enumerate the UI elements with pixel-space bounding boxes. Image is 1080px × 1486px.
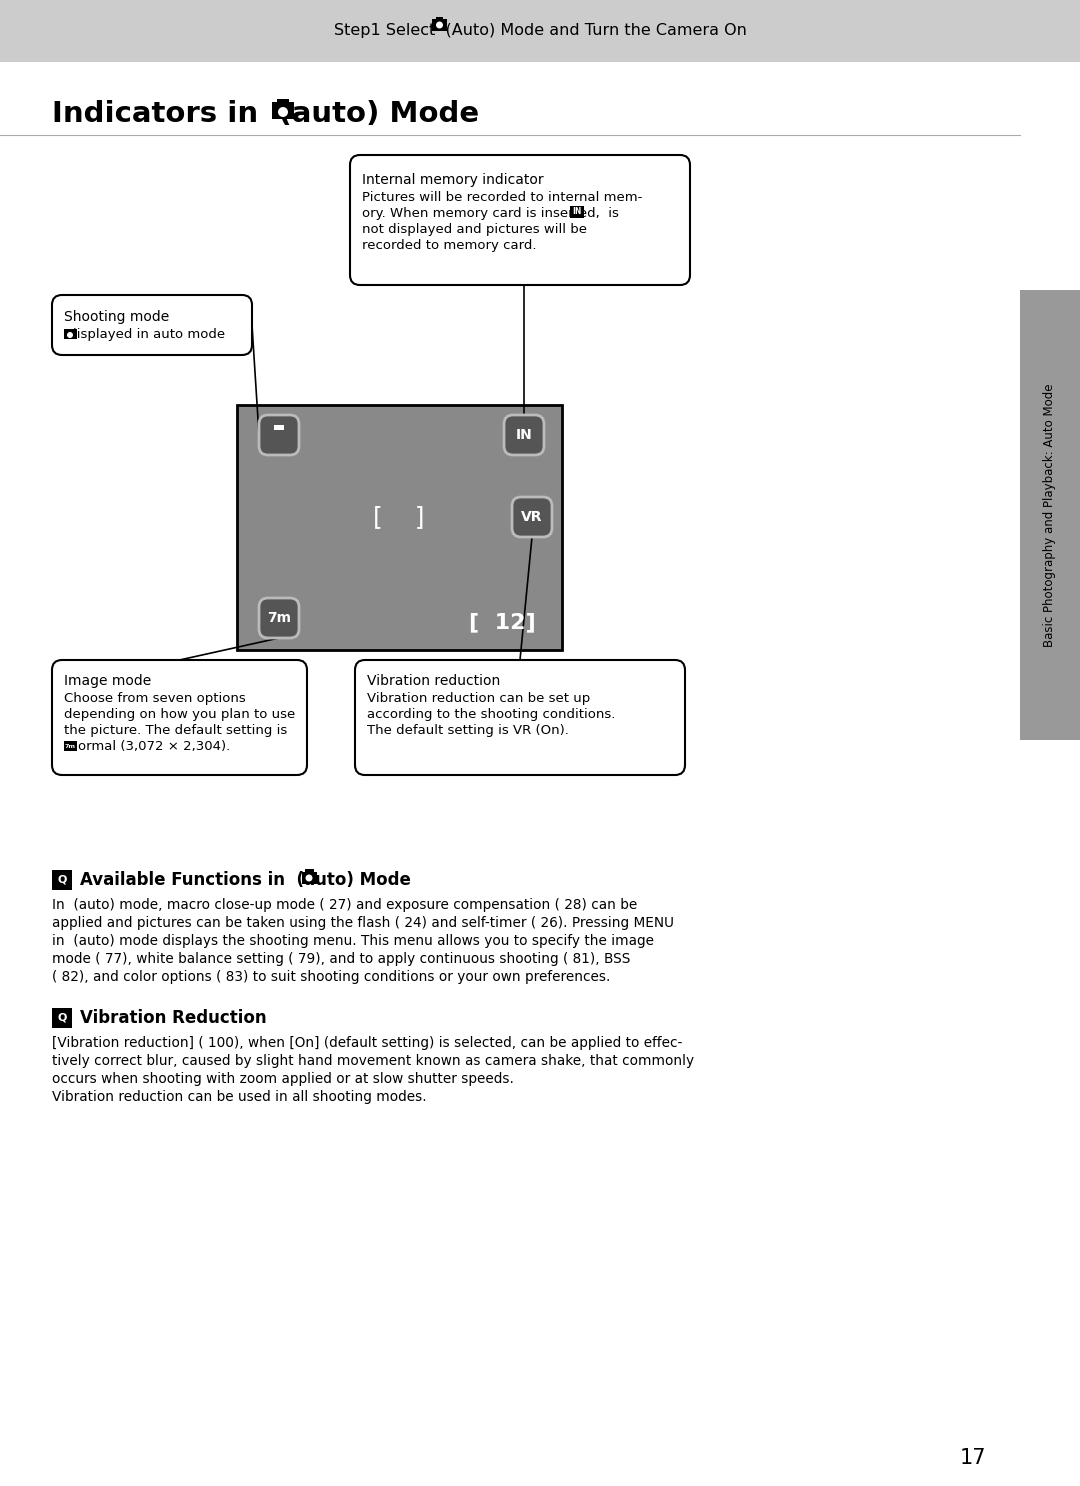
Bar <box>1020 290 1080 740</box>
Text: recorded to memory card.: recorded to memory card. <box>362 239 537 253</box>
Text: Indicators in  (auto) Mode: Indicators in (auto) Mode <box>52 100 480 128</box>
Text: IN: IN <box>515 428 532 441</box>
Bar <box>237 406 562 649</box>
Text: Vibration reduction can be used in all shooting modes.: Vibration reduction can be used in all s… <box>52 1091 427 1104</box>
Circle shape <box>306 874 312 881</box>
Text: mode ( 77), white balance setting ( 79), and to apply continuous shooting ( 81),: mode ( 77), white balance setting ( 79),… <box>52 953 631 966</box>
Text: Basic Photography and Playback: Auto Mode: Basic Photography and Playback: Auto Mod… <box>1043 383 1056 646</box>
Circle shape <box>274 431 284 441</box>
Text: Choose from seven options: Choose from seven options <box>64 692 246 704</box>
Bar <box>570 207 584 218</box>
Bar <box>52 869 72 890</box>
Text: 7m: 7m <box>267 611 291 626</box>
Bar <box>237 406 562 649</box>
Text: Vibration reduction: Vibration reduction <box>367 675 500 688</box>
FancyBboxPatch shape <box>504 415 544 455</box>
Circle shape <box>67 331 73 337</box>
FancyBboxPatch shape <box>259 597 299 637</box>
Bar <box>64 742 77 750</box>
Bar <box>64 328 77 339</box>
Text: VR: VR <box>522 510 543 525</box>
FancyBboxPatch shape <box>52 660 307 776</box>
Bar <box>272 103 294 119</box>
Text: Q: Q <box>57 875 67 886</box>
Text: occurs when shooting with zoom applied or at slow shutter speeds.: occurs when shooting with zoom applied o… <box>52 1071 514 1086</box>
FancyBboxPatch shape <box>259 415 299 455</box>
Circle shape <box>436 21 443 28</box>
Bar <box>267 428 291 444</box>
Text: Image mode: Image mode <box>64 675 151 688</box>
Text: [  12]: [ 12] <box>469 612 536 632</box>
Bar <box>52 1008 72 1028</box>
Text: Vibration reduction can be set up: Vibration reduction can be set up <box>367 692 591 704</box>
Text: [Vibration reduction] ( 100), when [On] (default setting) is selected, can be ap: [Vibration reduction] ( 100), when [On] … <box>52 1036 683 1051</box>
FancyBboxPatch shape <box>350 155 690 285</box>
Text: Normal (3,072 × 2,304).: Normal (3,072 × 2,304). <box>64 740 230 753</box>
Text: [    ]: [ ] <box>374 505 424 529</box>
Bar <box>432 19 447 31</box>
FancyBboxPatch shape <box>512 496 552 536</box>
Text: Q: Q <box>57 1013 67 1022</box>
Bar <box>436 16 443 19</box>
Text: Pictures will be recorded to internal mem-: Pictures will be recorded to internal me… <box>362 192 643 204</box>
FancyBboxPatch shape <box>52 296 252 355</box>
Text: Available Functions in  (auto) Mode: Available Functions in (auto) Mode <box>80 871 410 889</box>
Text: Shooting mode: Shooting mode <box>64 311 170 324</box>
Text: Step1 Select  (Auto) Mode and Turn the Camera On: Step1 Select (Auto) Mode and Turn the Ca… <box>334 24 746 39</box>
Text: Internal memory indicator: Internal memory indicator <box>362 172 543 187</box>
Circle shape <box>278 107 288 117</box>
Bar <box>302 872 318 884</box>
Text: ory. When memory card is inserted,  is: ory. When memory card is inserted, is <box>362 207 619 220</box>
Text: displayed in auto mode: displayed in auto mode <box>64 328 225 340</box>
Bar <box>0 0 1080 62</box>
Text: applied and pictures can be taken using the flash ( 24) and self-timer ( 26). Pr: applied and pictures can be taken using … <box>52 915 674 930</box>
Bar <box>276 100 289 104</box>
Text: depending on how you plan to use: depending on how you plan to use <box>64 707 295 721</box>
Text: tively correct blur, caused by slight hand movement known as camera shake, that : tively correct blur, caused by slight ha… <box>52 1054 694 1068</box>
Text: not displayed and pictures will be: not displayed and pictures will be <box>362 223 588 236</box>
Text: 17: 17 <box>960 1447 986 1468</box>
Text: Vibration Reduction: Vibration Reduction <box>80 1009 267 1027</box>
Text: IN: IN <box>572 208 582 217</box>
FancyBboxPatch shape <box>355 660 685 776</box>
Text: according to the shooting conditions.: according to the shooting conditions. <box>367 707 616 721</box>
Text: ( 82), and color options ( 83) to suit shooting conditions or your own preferenc: ( 82), and color options ( 83) to suit s… <box>52 970 610 984</box>
Text: the picture. The default setting is: the picture. The default setting is <box>64 724 287 737</box>
Bar <box>305 869 314 872</box>
Text: The default setting is VR (On).: The default setting is VR (On). <box>367 724 569 737</box>
Text: 7m: 7m <box>65 743 76 749</box>
Bar <box>274 425 284 429</box>
Text: In  (auto) mode, macro close-up mode ( 27) and exposure compensation ( 28) can b: In (auto) mode, macro close-up mode ( 27… <box>52 898 637 912</box>
Text: in  (auto) mode displays the shooting menu. This menu allows you to specify the : in (auto) mode displays the shooting men… <box>52 935 654 948</box>
